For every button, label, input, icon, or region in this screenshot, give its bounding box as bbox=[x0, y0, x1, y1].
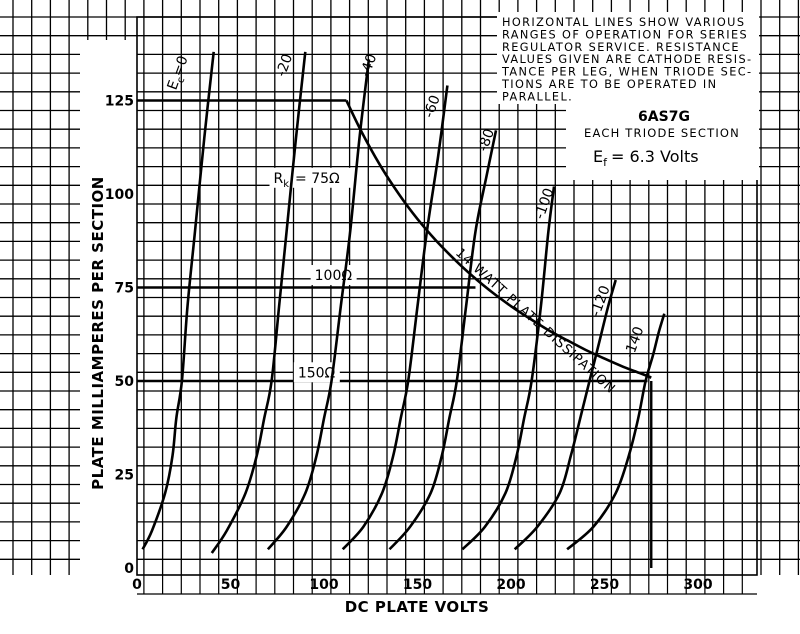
grid-voltage-curve bbox=[266, 59, 371, 551]
cathode-resistance-label: Rk = 75Ω bbox=[274, 171, 341, 190]
x-tick-label: 300 bbox=[683, 577, 712, 593]
dissipation-line bbox=[345, 99, 652, 379]
x-tick-label: 100 bbox=[309, 577, 338, 593]
y-tick-label: 100 bbox=[105, 187, 134, 203]
grid-voltage-label: -80 bbox=[475, 127, 498, 154]
tube-title: 6AS7G bbox=[638, 109, 690, 125]
y-axis-title: PLATE MILLIAMPERES PER SECTION bbox=[89, 176, 107, 490]
y-tick-label: 125 bbox=[105, 94, 134, 110]
grid-voltage-curve bbox=[388, 130, 498, 551]
y-tick-label: 0 bbox=[124, 561, 134, 577]
x-tick-label: 250 bbox=[590, 577, 619, 593]
x-tick-label: 150 bbox=[403, 577, 432, 593]
chart-note: HORIZONTAL LINES SHOW VARIOUS RANGES OF O… bbox=[501, 16, 753, 103]
grid-voltage-curve bbox=[513, 279, 617, 551]
grid-voltage-curve bbox=[210, 51, 307, 554]
grid-voltage-label: -60 bbox=[421, 93, 444, 120]
grid-voltage-curve bbox=[141, 51, 215, 550]
grid-voltage-label: -20 bbox=[273, 52, 296, 79]
axis-ticks: 0 50 100 150 200 250 300 0 25 50 75 100 125 bbox=[105, 94, 713, 594]
grid-voltage-label: Ec=0 bbox=[165, 54, 195, 93]
y-tick-label: 50 bbox=[115, 374, 135, 390]
grid-voltage-curve bbox=[566, 313, 666, 551]
heater-voltage: Ef = 6.3 Volts bbox=[593, 147, 699, 169]
cathode-resistance-label: 150Ω bbox=[298, 365, 336, 381]
tube-subtitle: EACH TRIODE SECTION bbox=[584, 126, 740, 140]
grid-voltage-curve bbox=[341, 85, 449, 551]
note-box bbox=[497, 12, 759, 104]
x-tick-label: 200 bbox=[496, 577, 525, 593]
y-tick-label: 25 bbox=[115, 468, 134, 484]
grid-voltage-curve bbox=[461, 186, 556, 551]
x-tick-label: 0 bbox=[132, 577, 142, 593]
x-axis-title: DC PLATE VOLTS bbox=[345, 598, 490, 616]
y-tick-label: 75 bbox=[115, 281, 134, 297]
grid-voltage-label: -40 bbox=[357, 52, 380, 79]
x-tick-label: 50 bbox=[221, 577, 241, 593]
tube-info-box bbox=[566, 104, 759, 180]
